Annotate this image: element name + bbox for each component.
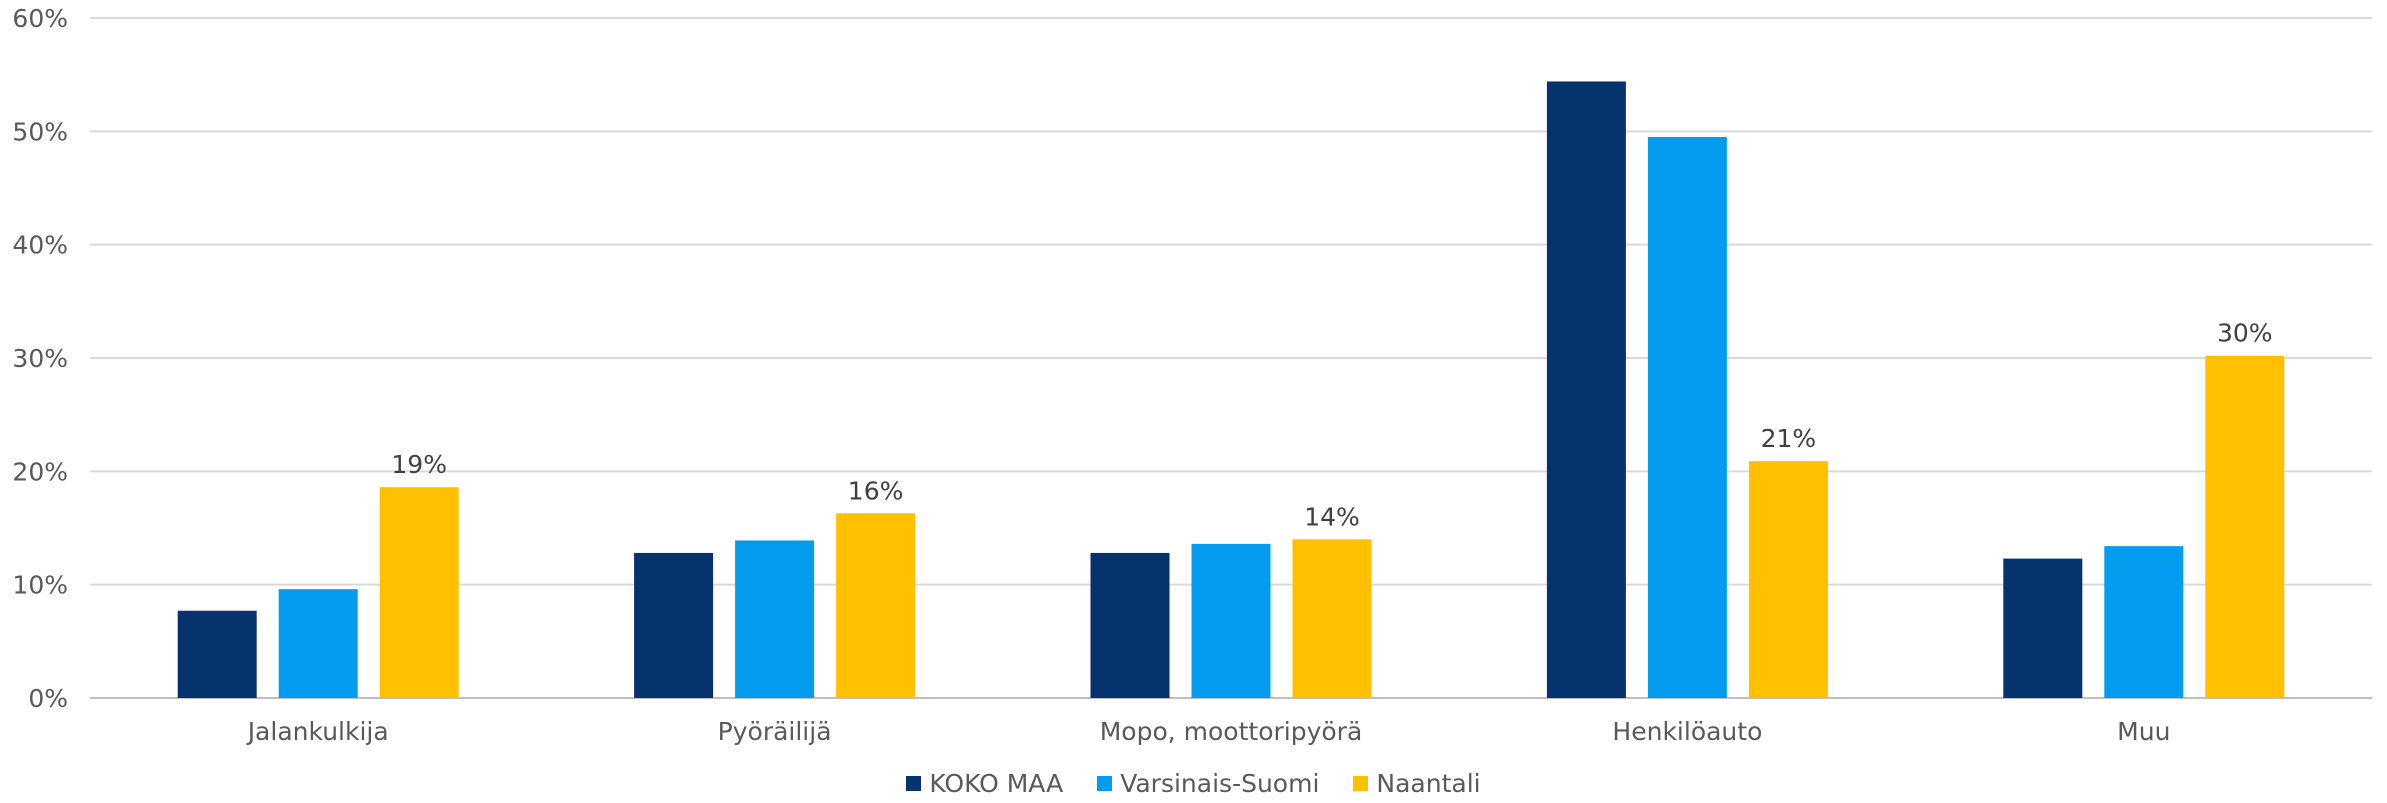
data-label: 14% [1304, 502, 1360, 531]
legend-label: Varsinais-Suomi [1120, 768, 1320, 798]
bar [2104, 546, 2184, 698]
bar [2003, 558, 2083, 698]
bar [2205, 355, 2285, 698]
bar [379, 487, 459, 698]
legend-item: Varsinais-Suomi [1097, 769, 1319, 798]
legend-label: Naantali [1376, 768, 1481, 798]
bar [177, 610, 257, 698]
data-label: 16% [848, 476, 904, 505]
data-label: 30% [2217, 319, 2273, 348]
y-tick-label: 30% [12, 344, 68, 373]
x-category-label: Mopo, moottoripyörä [1100, 717, 1363, 746]
legend-swatch [906, 775, 922, 791]
bar [1090, 552, 1170, 698]
legend-label: KOKO MAA [929, 768, 1064, 798]
legend-item: KOKO MAA [906, 769, 1063, 798]
bar [634, 552, 714, 698]
data-labels: 19% 16% 14% 21% 30% [391, 319, 2272, 532]
bars [177, 81, 2285, 698]
data-label: 19% [391, 450, 447, 479]
y-tick-label: 60% [12, 4, 68, 33]
bar [1748, 461, 1828, 698]
data-label: 21% [1761, 424, 1817, 453]
bar [1292, 539, 1372, 698]
y-tick-label: 10% [12, 571, 68, 600]
legend-swatch [1353, 775, 1369, 791]
bar [836, 513, 916, 698]
x-axis: Jalankulkija Pyöräilijä Mopo, moottoripyör… [246, 717, 2171, 746]
y-tick-label: 40% [12, 231, 68, 260]
y-tick-label: 20% [12, 457, 68, 486]
y-axis: 0% 10% 20% 30% 40% 50% 60% [12, 4, 68, 713]
x-category-label: Jalankulkija [246, 717, 389, 746]
bar [1546, 81, 1626, 698]
gridlines [90, 17, 2372, 699]
legend-item: Naantali [1353, 768, 1481, 798]
x-category-label: Muu [2117, 717, 2170, 746]
y-tick-label: 50% [12, 117, 68, 146]
bar [1647, 137, 1727, 698]
y-tick-label: 0% [28, 684, 68, 713]
legend: KOKO MAA Varsinais-Suomi Naantali [0, 763, 2387, 803]
bar [1191, 543, 1271, 698]
legend-swatch [1097, 775, 1113, 791]
x-category-label: Henkilöauto [1612, 717, 1762, 746]
bar [735, 540, 815, 698]
bar [278, 589, 358, 698]
x-category-label: Pyöräilijä [718, 717, 832, 746]
